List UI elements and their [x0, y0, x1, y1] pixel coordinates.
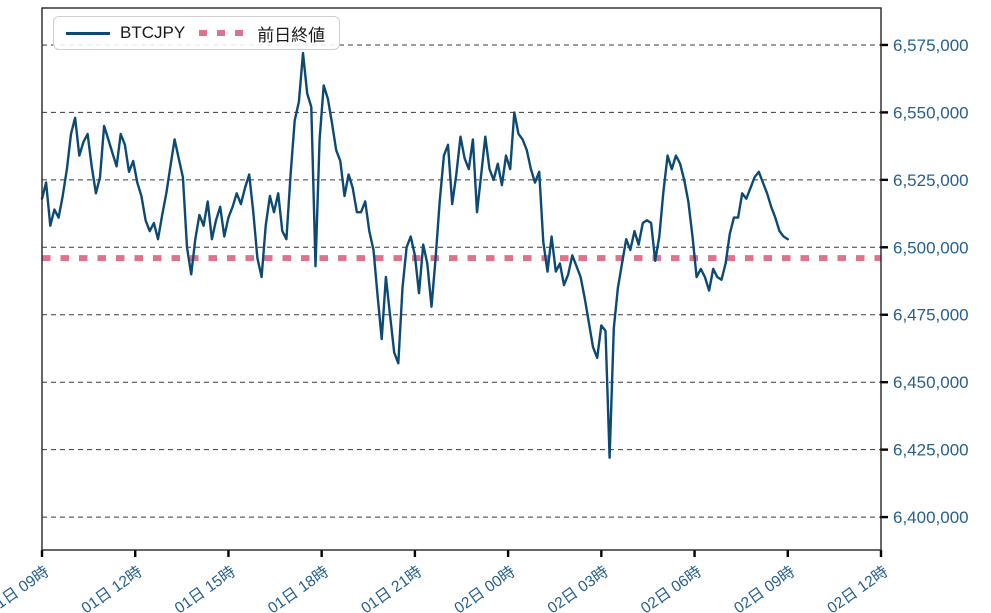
y-tick-label: 6,500,000 [893, 238, 969, 257]
legend-item-btcjpy: BTCJPY [66, 23, 185, 43]
x-tick-label: 02日 09時 [731, 563, 798, 613]
x-tick-label: 01日 15時 [171, 563, 238, 613]
chart-legend: BTCJPY 前日終値 [53, 16, 341, 50]
price-line [40, 51, 789, 459]
x-tick-label: 01日 18時 [264, 563, 331, 613]
x-tick-label: 02日 12時 [824, 563, 891, 613]
y-tick-label: 6,575,000 [893, 36, 969, 55]
y-tick-label: 6,450,000 [893, 373, 969, 392]
x-tick-label: 02日 06時 [637, 563, 704, 613]
x-tick-label: 01日 21時 [358, 563, 425, 613]
dotted-line-swatch-icon [199, 30, 248, 36]
solid-line-swatch-icon [66, 31, 110, 35]
legend-label-btcjpy: BTCJPY [120, 23, 186, 42]
x-tick-label: 02日 00時 [451, 563, 518, 613]
y-tick-label: 6,525,000 [893, 171, 969, 190]
y-tick-label: 6,425,000 [893, 441, 969, 460]
x-tick-label: 01日 12時 [78, 563, 145, 613]
plot-border [41, 7, 882, 551]
x-tick-label: 01日 09時 [0, 563, 52, 613]
y-tick-label: 6,400,000 [893, 508, 969, 527]
legend-item-prev-close: 前日終値 [199, 21, 325, 46]
y-tick-label: 6,550,000 [893, 103, 969, 122]
y-tick-label: 6,475,000 [893, 306, 969, 325]
legend-label-prev-close: 前日終値 [257, 25, 326, 45]
x-tick-label: 02日 03時 [544, 563, 611, 613]
